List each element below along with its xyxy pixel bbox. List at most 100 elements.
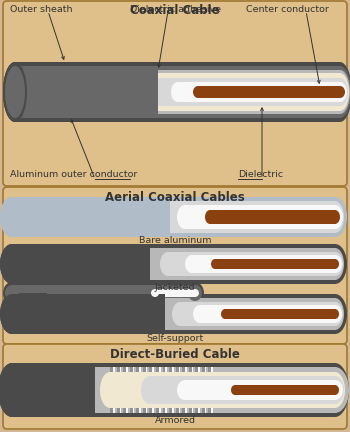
Bar	[168, 252, 335, 276]
Bar	[162, 367, 166, 413]
Ellipse shape	[326, 248, 344, 280]
Bar	[139, 367, 141, 413]
Bar	[130, 367, 133, 413]
Bar	[150, 73, 340, 111]
Ellipse shape	[3, 62, 27, 122]
Bar	[12, 285, 195, 301]
Ellipse shape	[205, 210, 215, 224]
Text: Armored: Armored	[154, 416, 196, 425]
Text: Bare aluminum: Bare aluminum	[139, 236, 211, 245]
Ellipse shape	[328, 305, 342, 323]
Bar	[163, 298, 335, 330]
Ellipse shape	[141, 73, 159, 111]
Ellipse shape	[0, 197, 24, 237]
Bar	[235, 385, 335, 395]
Bar	[12, 197, 335, 237]
Bar	[15, 62, 148, 122]
Ellipse shape	[325, 372, 345, 408]
Bar	[12, 363, 95, 417]
Text: Outer sheath: Outer sheath	[10, 5, 72, 14]
Bar	[182, 367, 185, 413]
Ellipse shape	[138, 70, 158, 114]
Ellipse shape	[191, 289, 199, 297]
Bar	[12, 282, 195, 304]
Ellipse shape	[171, 82, 185, 102]
Ellipse shape	[139, 248, 157, 280]
Bar	[12, 294, 165, 334]
Bar	[119, 367, 121, 413]
Ellipse shape	[159, 201, 177, 233]
Text: Coaxial Cable: Coaxial Cable	[130, 4, 220, 17]
Ellipse shape	[323, 294, 347, 334]
Bar	[117, 367, 119, 413]
Text: Direct-Buried Cable: Direct-Buried Cable	[110, 348, 240, 361]
Ellipse shape	[186, 282, 204, 304]
Bar	[15, 66, 158, 118]
Bar	[15, 66, 148, 118]
Ellipse shape	[331, 259, 339, 269]
Text: Aerial Coaxial Cables: Aerial Coaxial Cables	[105, 191, 245, 204]
Bar	[155, 289, 195, 297]
Bar	[225, 309, 335, 319]
Ellipse shape	[329, 66, 350, 118]
Bar	[156, 367, 159, 413]
Ellipse shape	[3, 62, 27, 122]
Ellipse shape	[193, 305, 207, 323]
Ellipse shape	[152, 78, 168, 106]
Ellipse shape	[333, 82, 347, 102]
FancyBboxPatch shape	[3, 187, 347, 344]
Bar	[209, 367, 211, 413]
Ellipse shape	[185, 255, 199, 273]
Bar	[210, 210, 335, 224]
Bar	[12, 363, 335, 417]
Ellipse shape	[0, 244, 24, 284]
FancyBboxPatch shape	[3, 344, 347, 429]
Ellipse shape	[100, 372, 120, 408]
Ellipse shape	[321, 367, 349, 413]
Bar	[12, 293, 47, 305]
Ellipse shape	[0, 197, 24, 237]
Bar	[110, 372, 335, 408]
Ellipse shape	[0, 294, 24, 334]
Bar	[169, 367, 172, 413]
Bar	[148, 248, 335, 280]
Text: Jacketed: Jacketed	[155, 283, 195, 292]
Ellipse shape	[4, 66, 26, 118]
Ellipse shape	[231, 385, 239, 395]
Ellipse shape	[5, 66, 25, 118]
Bar	[185, 205, 335, 229]
Bar	[198, 367, 200, 413]
Ellipse shape	[211, 259, 219, 269]
Ellipse shape	[172, 302, 188, 326]
Bar	[12, 294, 335, 334]
Ellipse shape	[141, 376, 159, 404]
Bar	[15, 66, 150, 118]
Bar	[176, 367, 178, 413]
Ellipse shape	[140, 70, 156, 114]
Bar	[198, 86, 340, 98]
Bar	[166, 367, 167, 413]
Ellipse shape	[323, 244, 347, 284]
Bar	[202, 367, 205, 413]
Bar	[152, 367, 154, 413]
Bar	[189, 367, 192, 413]
Ellipse shape	[193, 86, 203, 98]
Bar	[136, 367, 139, 413]
Bar	[168, 201, 335, 233]
Ellipse shape	[0, 294, 24, 334]
Bar	[12, 197, 170, 237]
Ellipse shape	[160, 252, 176, 276]
Ellipse shape	[326, 298, 344, 330]
Ellipse shape	[330, 70, 350, 114]
Bar	[211, 367, 213, 413]
Bar	[178, 82, 340, 102]
Bar	[95, 367, 335, 413]
Ellipse shape	[81, 367, 109, 413]
Ellipse shape	[327, 380, 343, 400]
Bar	[150, 376, 335, 404]
Bar	[200, 305, 335, 323]
Ellipse shape	[177, 205, 193, 229]
Bar	[12, 244, 150, 284]
Ellipse shape	[327, 252, 343, 276]
Bar	[215, 259, 335, 269]
